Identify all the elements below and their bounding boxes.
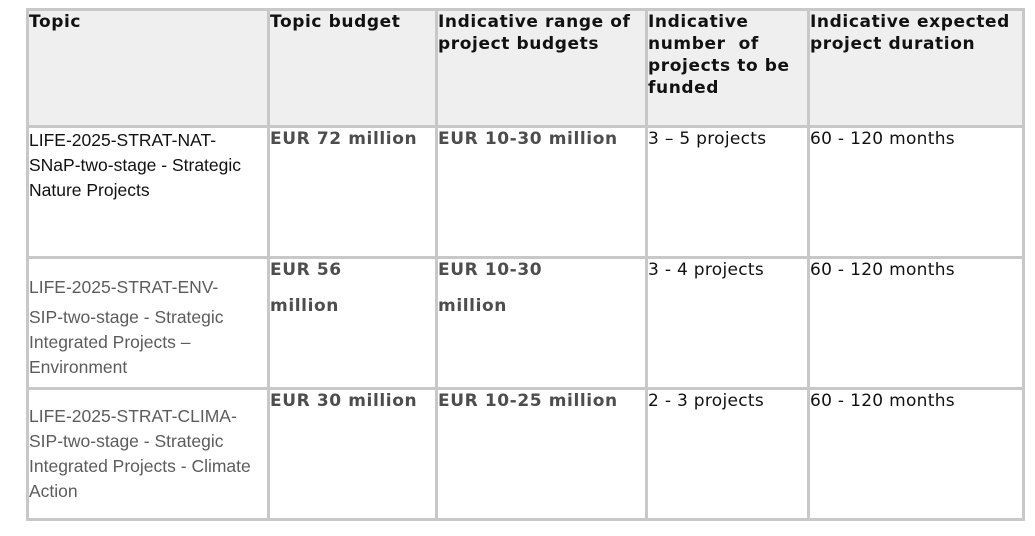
funding-table: Topic Topic budget Indicative range of p… [26, 8, 1025, 521]
topic-cell: LIFE-2025-STRAT-NAT-SNaP-two-stage - Str… [26, 125, 270, 259]
header-duration: Indicative expected project duration [807, 8, 1025, 128]
header-range: Indicative range of project budgets [435, 8, 648, 128]
duration-cell: 60 - 120 months [807, 387, 1025, 521]
header-number-projects: Indicative number of projects to be fund… [645, 8, 810, 128]
range-line: million [438, 296, 508, 316]
range-cell: EUR 10-30 million [435, 256, 648, 390]
duration-cell: 60 - 120 months [807, 125, 1025, 259]
table-row: LIFE-2025-STRAT-CLIMA-SIP-two-stage - St… [26, 387, 1025, 521]
projects-cell: 3 – 5 projects [645, 125, 810, 259]
budget-cell: EUR 30 million [267, 387, 438, 521]
projects-cell: 2 - 3 projects [645, 387, 810, 521]
topic-line: SIP-two-stage - Strategic Integrated Pro… [29, 307, 224, 377]
range-cell: EUR 10-30 million [435, 125, 648, 259]
budget-line: EUR 56 [270, 260, 342, 280]
projects-cell: 3 - 4 projects [645, 256, 810, 390]
topic-line: LIFE-2025-STRAT-ENV- [29, 277, 219, 297]
topic-cell: LIFE-2025-STRAT-ENV- SIP-two-stage - Str… [26, 256, 270, 390]
budget-line: million [270, 296, 340, 316]
budget-cell: EUR 56 million [267, 256, 438, 390]
topic-cell: LIFE-2025-STRAT-CLIMA-SIP-two-stage - St… [26, 387, 270, 521]
table-row: LIFE-2025-STRAT-ENV- SIP-two-stage - Str… [26, 256, 1025, 390]
range-line: EUR 10-30 [438, 260, 543, 280]
range-cell: EUR 10-25 million [435, 387, 648, 521]
header-topic: Topic [26, 8, 270, 128]
duration-cell: 60 - 120 months [807, 256, 1025, 390]
header-topic-budget: Topic budget [267, 8, 438, 128]
table-row: LIFE-2025-STRAT-NAT-SNaP-two-stage - Str… [26, 125, 1025, 259]
budget-cell: EUR 72 million [267, 125, 438, 259]
header-row: Topic Topic budget Indicative range of p… [26, 8, 1025, 128]
